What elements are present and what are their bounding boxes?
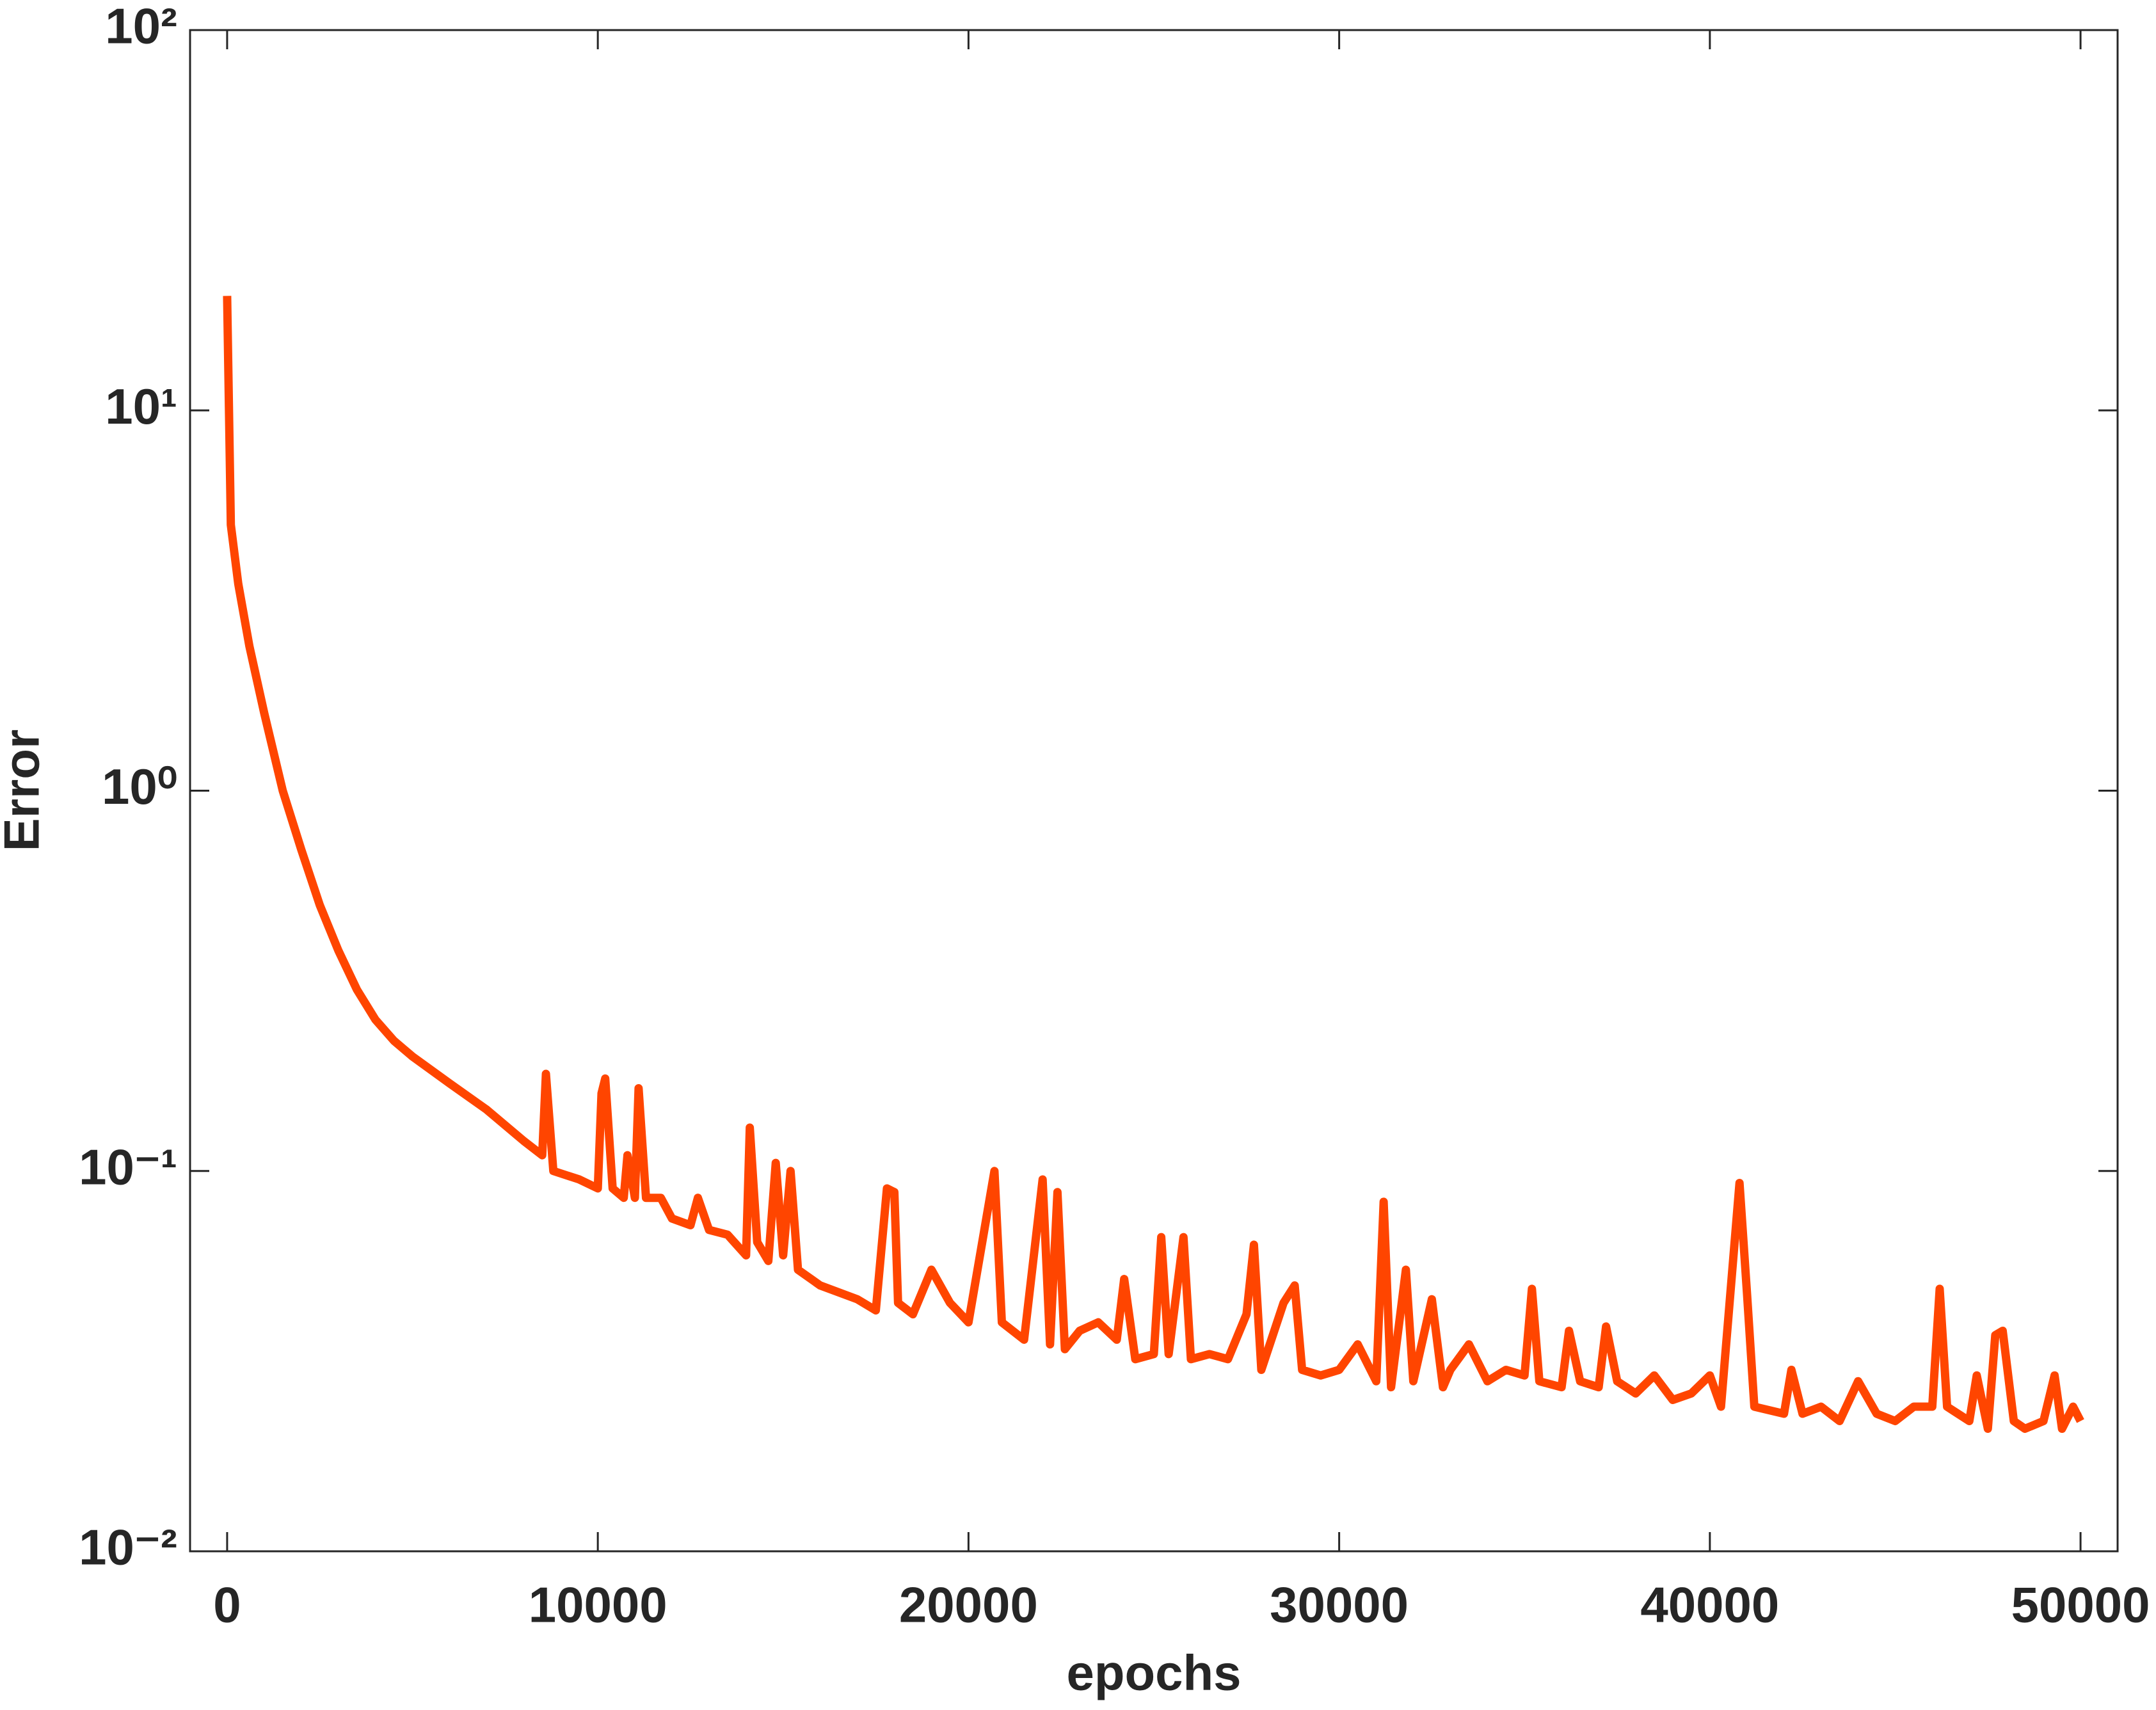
x-tick-label: 10000 (529, 1577, 667, 1633)
y-axis-label: Error (0, 730, 50, 852)
error-line (223, 296, 2084, 1434)
y-tick-label: 10² (105, 0, 177, 54)
x-tick-label: 0 (213, 1577, 241, 1633)
x-tick-label: 40000 (1640, 1577, 1779, 1633)
y-tick-label: 10⁻² (79, 1519, 177, 1576)
x-tick-label: 30000 (1270, 1577, 1409, 1633)
y-tick-label: 10¹ (105, 378, 177, 435)
x-tick-label: 20000 (899, 1577, 1038, 1633)
x-tick-label: 50000 (2011, 1577, 2150, 1633)
y-tick-label: 10⁰ (102, 758, 177, 815)
y-tick-label: 10⁻¹ (79, 1139, 177, 1195)
x-axis-label: epochs (1066, 1645, 1241, 1701)
